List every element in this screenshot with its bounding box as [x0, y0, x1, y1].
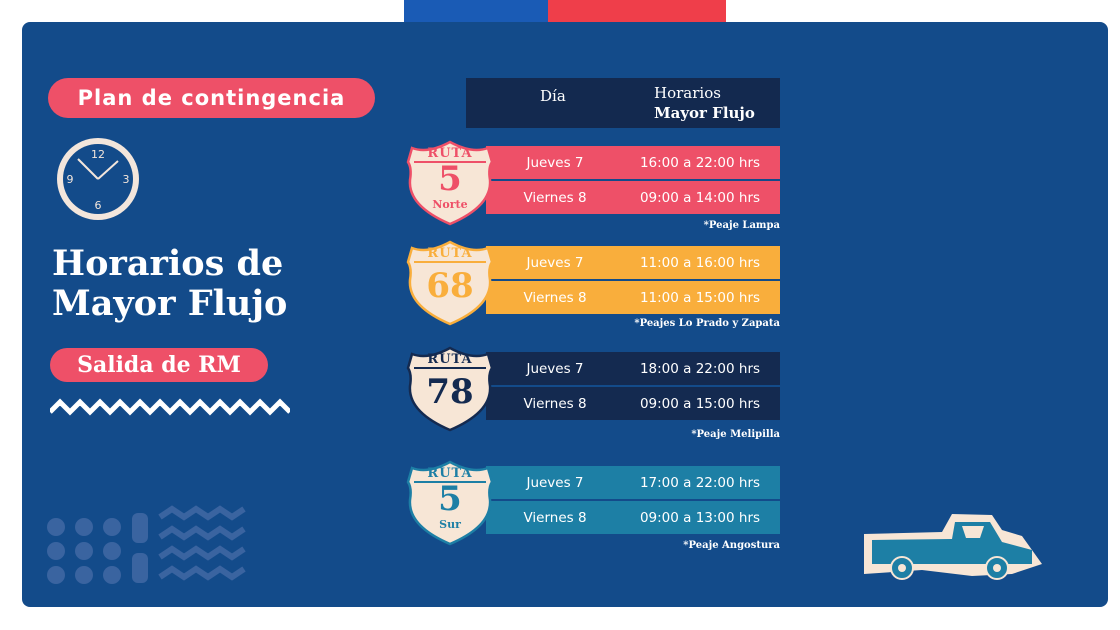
hours-cell: 09:00 a 14:00 hrs [639, 189, 761, 206]
main-title-line2: Mayor Flujo [52, 283, 288, 324]
zigzag-decoration [50, 398, 290, 416]
day-cell: Jueves 7 [526, 360, 584, 377]
header-hours-line1: Horarios [654, 84, 721, 102]
hours-cell: 09:00 a 13:00 hrs [639, 509, 761, 526]
schedule-row: Jueves 7 18:00 a 22:00 hrs [486, 352, 780, 385]
route-shield-icon: RUTA 68 [406, 240, 494, 326]
pattern-decoration [47, 505, 246, 584]
toll-note: *Peaje Angostura [683, 540, 780, 551]
svg-text:9: 9 [67, 173, 74, 186]
main-title-line1: Horarios de [52, 243, 284, 284]
svg-text:3: 3 [123, 173, 130, 186]
plan-badge: Plan de contingencia [48, 78, 375, 118]
route-direction: Sur [439, 518, 461, 531]
hours-cell: 17:00 a 22:00 hrs [639, 474, 761, 491]
schedule-row: Viernes 8 09:00 a 13:00 hrs [486, 501, 780, 534]
clock-icon: 12 3 6 9 [57, 138, 139, 220]
route-number: 68 [426, 266, 474, 306]
hours-cell: 18:00 a 22:00 hrs [639, 360, 761, 377]
schedule-row: Viernes 8 11:00 a 15:00 hrs [486, 281, 780, 314]
hours-cell: 09:00 a 15:00 hrs [639, 395, 761, 412]
day-cell: Viernes 8 [523, 395, 587, 412]
schedule-row: Jueves 7 17:00 a 22:00 hrs [486, 466, 780, 499]
svg-text:6: 6 [95, 199, 102, 212]
route-shield-icon: RUTA 78 [406, 346, 494, 432]
day-cell: Viernes 8 [523, 509, 587, 526]
svg-text:12: 12 [91, 148, 105, 161]
toll-note: *Peaje Lampa [703, 220, 780, 231]
toll-note: *Peajes Lo Prado y Zapata [634, 318, 780, 329]
day-cell: Jueves 7 [526, 254, 584, 271]
route-label: RUTA [427, 466, 473, 481]
route-number: 5 [438, 159, 462, 199]
route-label: RUTA [427, 146, 473, 161]
day-cell: Viernes 8 [523, 189, 587, 206]
route-number: 78 [426, 372, 474, 412]
hours-cell: 11:00 a 16:00 hrs [639, 254, 761, 271]
table-header: Día Horarios Mayor Flujo [466, 78, 780, 128]
flag-stripe-red [548, 0, 726, 22]
schedule-row: Jueves 7 11:00 a 16:00 hrs [486, 246, 780, 279]
hours-cell: 16:00 a 22:00 hrs [639, 154, 761, 171]
toll-note: *Peaje Melipilla [691, 429, 780, 440]
route-direction: Norte [432, 198, 468, 211]
day-cell: Jueves 7 [526, 474, 584, 491]
route-shield-icon: RUTA 5 Norte [406, 140, 494, 226]
route-label: RUTA [427, 246, 473, 261]
day-cell: Jueves 7 [526, 154, 584, 171]
hours-cell: 11:00 a 15:00 hrs [639, 289, 761, 306]
schedule-row: Jueves 7 16:00 a 22:00 hrs [486, 146, 780, 179]
flag-stripe-blue [404, 0, 548, 22]
route-shield-icon: RUTA 5 Sur [406, 460, 494, 546]
day-cell: Viernes 8 [523, 289, 587, 306]
schedule-row: Viernes 8 09:00 a 15:00 hrs [486, 387, 780, 420]
schedule-row: Viernes 8 09:00 a 14:00 hrs [486, 181, 780, 214]
pickup-truck-icon [864, 514, 1042, 580]
route-label: RUTA [427, 352, 473, 367]
route-number: 5 [438, 479, 462, 519]
header-day: Día [540, 87, 566, 105]
subtitle-badge: Salida de RM [50, 348, 268, 382]
header-hours-line2: Mayor Flujo [654, 104, 755, 122]
